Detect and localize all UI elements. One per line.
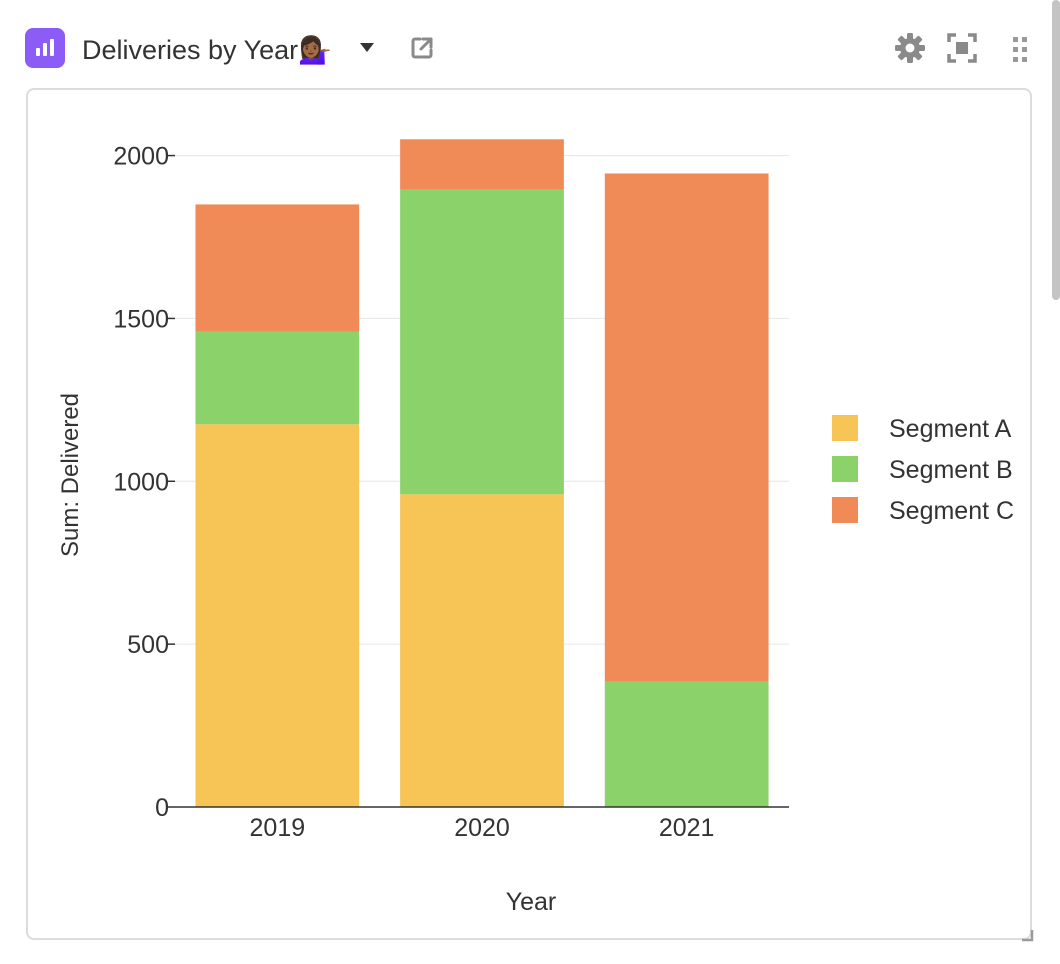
chart-title[interactable]: Deliveries by Year💁🏾‍♀️: [82, 32, 332, 68]
x-tick-label: 2020: [454, 814, 510, 842]
bar-2019-segment-a[interactable]: [195, 424, 360, 807]
legend: Segment A Segment B Segment C: [832, 415, 1014, 525]
legend-swatch[interactable]: [832, 497, 858, 523]
x-axis-ticks: 2019 2020 2021: [250, 814, 715, 842]
bar-2020-segment-b[interactable]: [400, 189, 564, 495]
bar-2021-segment-b[interactable]: [604, 681, 769, 807]
y-tick-label: 1500: [113, 305, 169, 333]
external-link-icon[interactable]: [410, 36, 434, 60]
bars: [195, 139, 769, 807]
bar-2020-segment-c[interactable]: [400, 139, 564, 190]
legend-swatch[interactable]: [832, 456, 858, 482]
x-tick-label: 2021: [659, 814, 715, 842]
drag-handle-icon[interactable]: [1008, 34, 1032, 64]
bar-2019-segment-c[interactable]: [195, 204, 360, 332]
y-tick-label: 2000: [113, 143, 169, 171]
x-axis-label: Year: [506, 888, 557, 916]
x-tick-label: 2019: [250, 814, 306, 842]
bar-2020-segment-a[interactable]: [400, 494, 564, 807]
gear-icon[interactable]: [894, 32, 926, 64]
chart-title-emoji: 💁🏾‍♀️: [298, 35, 332, 65]
y-axis-ticks: 0 500 1000 1500 2000: [113, 143, 175, 822]
scrollbar[interactable]: [1052, 0, 1060, 300]
expand-icon[interactable]: [946, 32, 978, 64]
chart-title-text: Deliveries by Year: [82, 35, 299, 65]
chart-header: Deliveries by Year💁🏾‍♀️: [0, 0, 1060, 96]
y-axis-label: Sum: Delivered: [57, 393, 84, 557]
bar-2021-segment-c[interactable]: [604, 173, 769, 682]
legend-label[interactable]: Segment A: [889, 415, 1012, 443]
y-tick-label: 0: [155, 794, 169, 822]
resize-handle-icon[interactable]: [1020, 928, 1034, 942]
legend-label[interactable]: Segment B: [889, 456, 1013, 484]
chevron-down-icon[interactable]: [360, 43, 374, 52]
bar-chart-app-icon: [25, 28, 65, 68]
bar-2019-segment-b[interactable]: [195, 331, 360, 425]
legend-swatch[interactable]: [832, 415, 858, 441]
legend-label[interactable]: Segment C: [889, 497, 1014, 525]
y-tick-label: 500: [127, 631, 169, 659]
y-tick-label: 1000: [113, 468, 169, 496]
